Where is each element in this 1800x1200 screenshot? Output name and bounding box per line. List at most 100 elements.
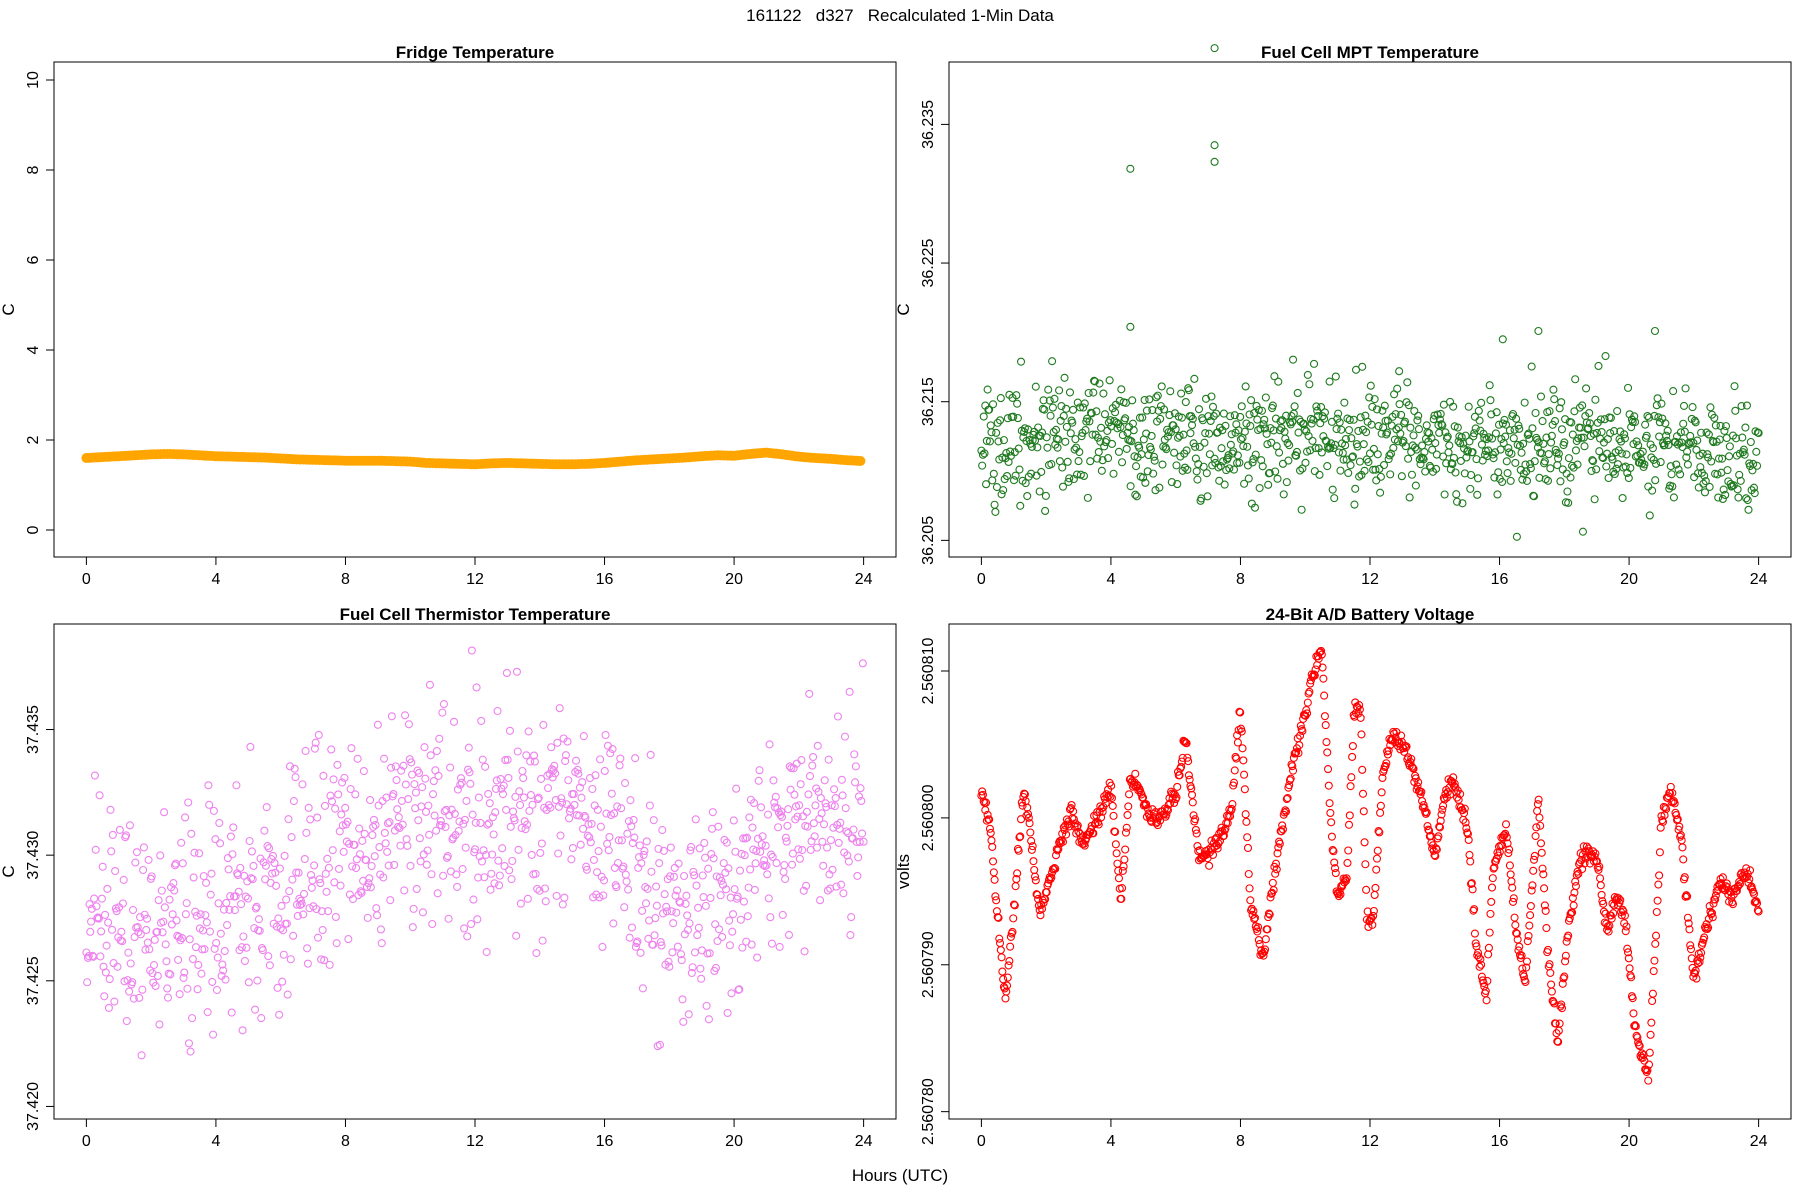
scatter-point — [1435, 428, 1444, 437]
scatter-point — [1187, 421, 1197, 430]
scatter-point — [1063, 457, 1072, 466]
scatter-point — [1084, 388, 1093, 398]
scatter-point — [1411, 481, 1420, 490]
scatter-point — [1403, 378, 1412, 387]
scatter-point — [1725, 452, 1734, 461]
scatter-point — [1737, 402, 1746, 411]
scatter-point — [989, 868, 998, 877]
scatter-point — [1269, 426, 1278, 435]
y-axis-label: volts — [894, 854, 913, 889]
scatter-point — [1582, 384, 1591, 393]
data-points — [977, 44, 1763, 541]
chart-title: 24-Bit A/D Battery Voltage — [1266, 605, 1475, 624]
scatter-point — [1723, 466, 1732, 475]
scatter-point — [1699, 479, 1708, 488]
scatter-point — [1215, 476, 1224, 485]
scatter-point — [1361, 860, 1370, 869]
scatter-point — [1537, 848, 1546, 857]
scatter-point — [1048, 357, 1057, 366]
scatter-point — [1538, 417, 1547, 426]
scatter-point — [1171, 425, 1180, 434]
scatter-point — [1240, 427, 1249, 436]
scatter-point — [1289, 355, 1298, 364]
scatter-point — [1673, 440, 1682, 449]
scatter-point — [992, 483, 1001, 492]
scatter-point — [1456, 439, 1465, 448]
scatter-point — [1062, 422, 1071, 431]
y-tick-label: 2.560780 — [920, 1078, 937, 1145]
scatter-point — [1037, 467, 1046, 476]
scatter-point — [1531, 832, 1540, 841]
scatter-point — [1531, 408, 1540, 418]
scatter-point — [1268, 878, 1277, 887]
scatter-point — [1141, 478, 1150, 487]
scatter-point — [1370, 395, 1379, 404]
scatter-point — [1006, 942, 1015, 951]
scatter-point — [1620, 430, 1629, 439]
scatter-point — [1522, 476, 1532, 485]
scatter-point — [1205, 450, 1214, 459]
scatter-point — [1188, 798, 1197, 807]
scatter-point — [1334, 409, 1343, 418]
scatter-point — [1044, 385, 1053, 394]
scatter-point — [1567, 418, 1576, 427]
scatter-point — [1047, 460, 1056, 469]
scatter-point — [1725, 442, 1734, 451]
scatter-point — [1039, 396, 1048, 405]
scatter-point — [1554, 454, 1563, 463]
scatter-point — [1045, 396, 1054, 405]
scatter-point — [1261, 393, 1270, 402]
scatter-point — [1156, 414, 1165, 423]
scatter-point — [1451, 468, 1460, 477]
scatter-point — [1337, 425, 1346, 434]
scatter-point — [1342, 455, 1351, 464]
scatter-point — [1373, 450, 1382, 459]
scatter-point — [1632, 437, 1641, 446]
scatter-point — [1090, 377, 1099, 386]
scatter-point — [1646, 1030, 1655, 1039]
scatter-point — [1740, 450, 1749, 459]
scatter-point — [1570, 407, 1579, 416]
x-tick-label: 8 — [1236, 1133, 1245, 1150]
scatter-point — [1250, 503, 1260, 512]
scatter-point — [1443, 432, 1452, 441]
scatter-point — [1257, 406, 1267, 415]
scatter-point — [1547, 987, 1556, 996]
scatter-point — [1477, 398, 1486, 407]
scatter-point — [1122, 823, 1131, 832]
y-tick-label: 36.215 — [920, 377, 937, 426]
scatter-point — [1182, 446, 1191, 455]
scatter-point — [1369, 444, 1378, 453]
scatter-point — [1487, 434, 1497, 443]
scatter-point — [1396, 429, 1405, 438]
scatter-point — [1149, 452, 1158, 461]
scatter-point — [1394, 423, 1403, 432]
scatter-point — [1628, 417, 1637, 427]
scatter-point — [1065, 388, 1075, 397]
scatter-point — [1288, 417, 1297, 426]
scatter-point — [1428, 445, 1437, 454]
scatter-point — [1149, 469, 1158, 478]
scatter-point — [1281, 434, 1290, 443]
scatter-point — [1491, 429, 1500, 438]
scatter-point — [1550, 395, 1559, 404]
scatter-point — [1397, 410, 1406, 419]
scatter-point — [1204, 412, 1213, 421]
scatter-point — [1030, 436, 1040, 445]
scatter-point — [1085, 417, 1094, 426]
scatter-point — [1693, 436, 1702, 445]
scatter-point — [1573, 460, 1582, 469]
scatter-point — [1111, 840, 1120, 849]
scatter-point — [1102, 436, 1111, 445]
scatter-point — [1347, 434, 1356, 443]
scatter-point — [1461, 431, 1470, 440]
scatter-point — [1236, 412, 1245, 421]
scatter-point — [1743, 496, 1752, 505]
outlier-point — [1126, 164, 1135, 173]
scatter-point — [1252, 401, 1261, 410]
scatter-point — [1016, 501, 1025, 510]
scatter-point — [1653, 896, 1662, 905]
scatter-point — [1097, 466, 1106, 475]
scatter-point — [1186, 429, 1195, 438]
scatter-point — [1377, 788, 1386, 797]
